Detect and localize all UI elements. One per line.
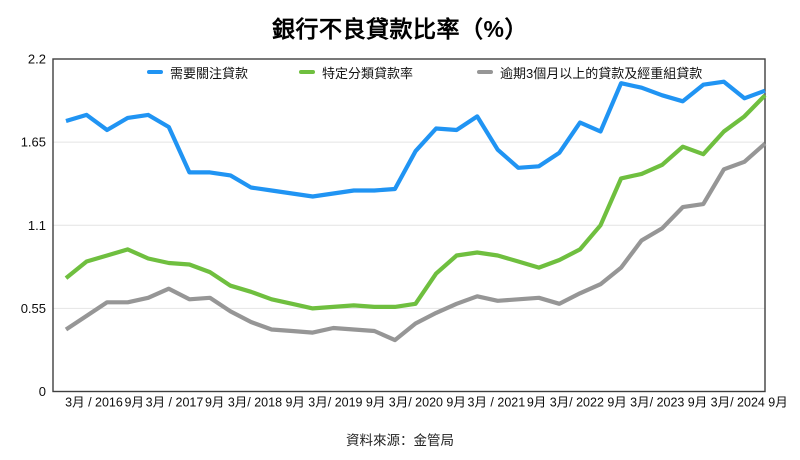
x-tick-label: 9月 <box>125 396 144 410</box>
x-tick-label: 9月 <box>366 396 385 410</box>
x-tick-label: 3月/ 2018 <box>228 396 282 410</box>
x-tick-label: 9月 <box>768 396 787 410</box>
legend-item-classified: 特定分類貸款率 <box>299 64 414 81</box>
x-tick-label: 3月 / 2017 <box>146 396 204 410</box>
y-tick-label: 1.1 <box>28 218 46 233</box>
legend-dash-blue-icon <box>147 70 163 74</box>
line-special-mention-loans <box>65 79 766 199</box>
y-tick-label: 1.65 <box>21 135 46 150</box>
line-overdue-rescheduled-loans <box>64 142 767 343</box>
x-tick-label: 3月 / 2016 <box>65 396 123 410</box>
x-tick-label: 9月 <box>607 396 626 410</box>
legend-label: 需要關注貸款 <box>170 65 249 81</box>
x-tick-label: 9月 <box>527 396 546 410</box>
legend-label: 特定分類貸款率 <box>322 65 414 81</box>
x-tick-label: 9月 <box>446 396 465 410</box>
source-note: 資料來源：金管局 <box>346 433 454 448</box>
x-tick-label: 9月 <box>688 396 707 410</box>
x-tick-label: 3月/ 2023 <box>630 396 684 410</box>
page-title: 銀行不良貸款比率（%） <box>272 16 528 42</box>
legend-label: 逾期3個月以上的貸款及經重組貸款 <box>500 65 703 81</box>
plot-border <box>52 58 766 393</box>
y-tick-label: 2.2 <box>28 52 46 67</box>
x-tick-label: 3月/ 2020 <box>389 396 443 410</box>
y-tick-label: 0.55 <box>21 301 46 316</box>
x-tick-label: 9月 <box>205 396 224 410</box>
legend-dash-gray-icon <box>477 70 493 74</box>
x-tick-label: 3月/ 2019 <box>308 396 362 410</box>
x-tick-label: 3月 / 2021 <box>468 396 526 410</box>
legend-item-overdue: 逾期3個月以上的貸款及經重組貸款 <box>477 64 703 81</box>
x-tick-label: 3月/ 2024 <box>711 396 765 410</box>
x-tick-label: 9月 <box>285 396 304 410</box>
y-tick-label: 0 <box>39 384 46 399</box>
legend-dash-green-icon <box>299 70 315 74</box>
line-classified-loans <box>64 93 767 311</box>
legend-item-special-mention: 需要關注貸款 <box>147 64 249 81</box>
x-tick-label: 3月/ 2022 <box>550 396 604 410</box>
